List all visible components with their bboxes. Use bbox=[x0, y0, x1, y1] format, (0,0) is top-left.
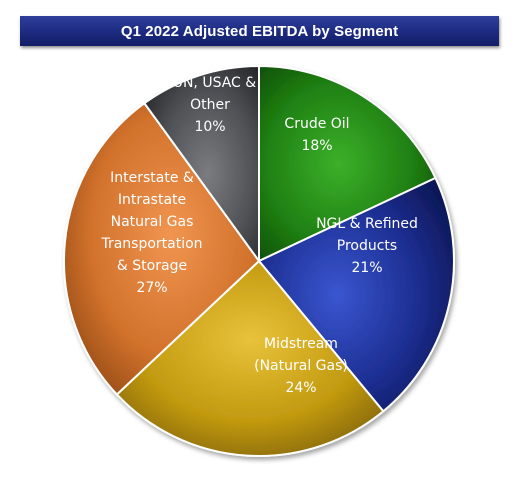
slice-label-line: NGL & Refined bbox=[316, 216, 418, 232]
slice-label-other: SUN, USAC & Other 10% bbox=[164, 75, 256, 135]
pie-slice-midstream bbox=[115, 259, 385, 458]
slice-label-line: Natural Gas bbox=[111, 214, 194, 230]
slice-label-line: 27% bbox=[136, 280, 167, 296]
slice-label-line: 18% bbox=[301, 138, 332, 154]
pie-slice-crude bbox=[258, 64, 437, 263]
slice-label-line: Other bbox=[190, 97, 230, 113]
pie-slice-other bbox=[142, 64, 260, 265]
chart-title: Q1 2022 Adjusted EBITDA by Segment bbox=[120, 22, 399, 40]
slice-label-line: 24% bbox=[285, 380, 316, 396]
slice-label-line: Products bbox=[337, 238, 397, 254]
slice-label-line: Crude Oil bbox=[284, 116, 349, 132]
slice-label-line: & Storage bbox=[117, 258, 187, 274]
slice-label-crude: Crude Oil 18% bbox=[284, 116, 349, 154]
slice-label-interstate: Interstate & Intrastate Natural Gas Transpo… bbox=[100, 170, 202, 296]
chart-title-bar: Q1 2022 Adjusted EBITDA by Segment bbox=[20, 16, 499, 46]
slice-label-line: Intrastate bbox=[118, 192, 186, 208]
slice-label-line: Interstate & bbox=[110, 170, 194, 186]
slice-label-line: Transportation bbox=[100, 236, 202, 252]
slice-label-line: (Natural Gas) bbox=[254, 358, 348, 374]
pie-slice-interstate bbox=[63, 101, 261, 396]
slice-label-ngl: NGL & Refined Products 21% bbox=[316, 216, 418, 276]
slice-label-line: Midstream bbox=[264, 336, 338, 352]
pie-slices bbox=[63, 64, 455, 458]
slice-label-line: SUN, USAC & bbox=[164, 75, 256, 91]
slice-label-line: 21% bbox=[351, 260, 382, 276]
pie-slice-ngl bbox=[257, 176, 455, 413]
slice-label-line: 10% bbox=[194, 119, 225, 135]
pie-labels: Crude Oil 18% NGL & Refined Products 21% Mids… bbox=[100, 75, 417, 396]
slice-label-midstream: Midstream (Natural Gas) 24% bbox=[254, 336, 348, 396]
